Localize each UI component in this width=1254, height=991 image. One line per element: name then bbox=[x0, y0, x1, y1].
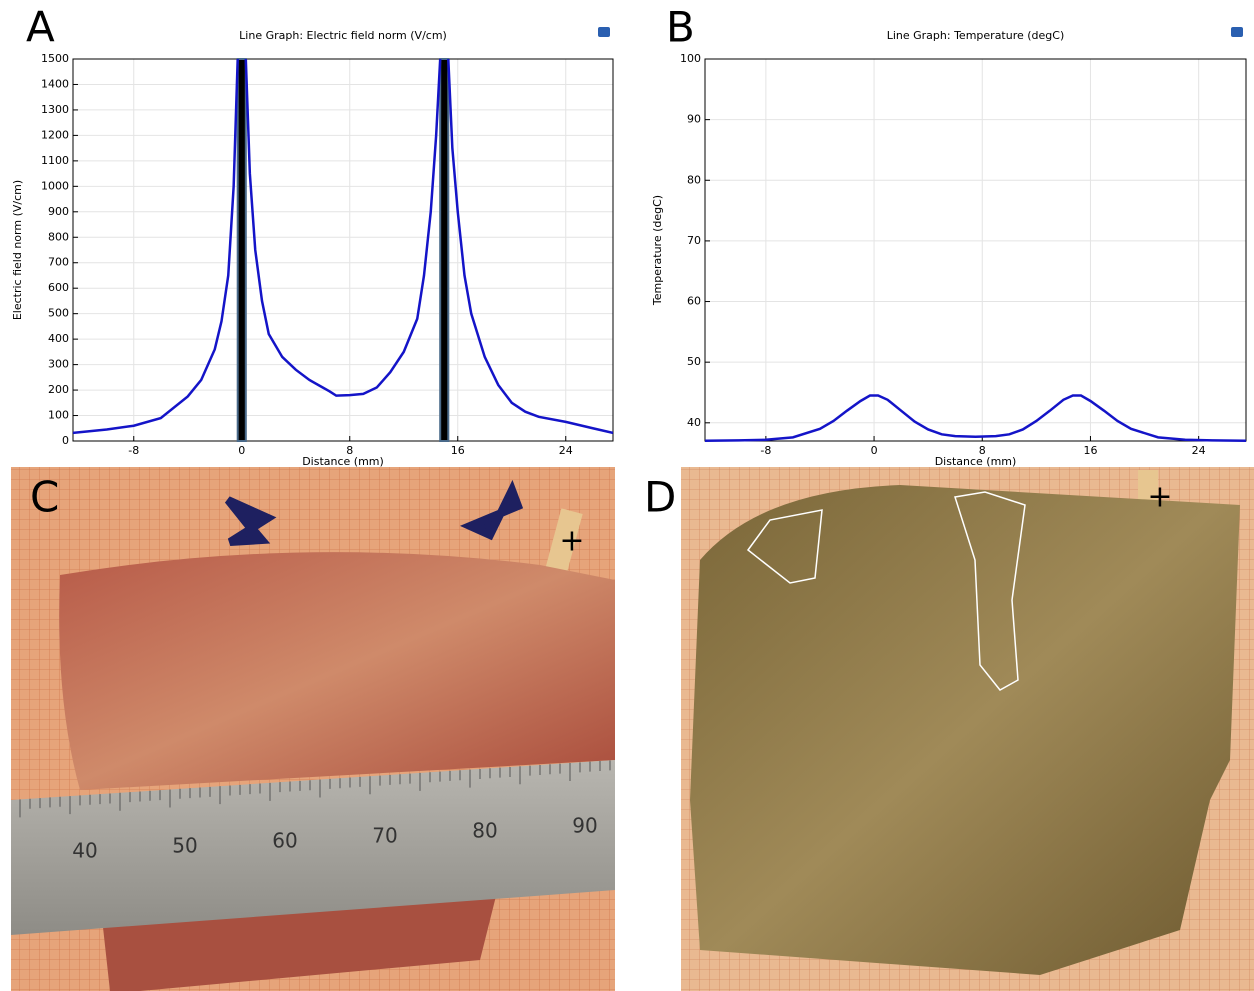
y-tick-label: 80 bbox=[687, 173, 701, 186]
y-tick-label: 200 bbox=[48, 383, 69, 396]
x-tick-label: -8 bbox=[128, 444, 139, 457]
y-tick-label: 300 bbox=[48, 358, 69, 371]
y-tick-label: 400 bbox=[48, 332, 69, 345]
x-tick-label: 16 bbox=[451, 444, 465, 457]
x-tick-label: 16 bbox=[1083, 444, 1097, 457]
arrow bbox=[459, 479, 524, 541]
chart-title: Line Graph: Electric field norm (V/cm) bbox=[239, 29, 447, 42]
y-tick-label: 900 bbox=[48, 205, 69, 218]
y-tick-label: 100 bbox=[680, 52, 701, 65]
x-tick-label: 0 bbox=[871, 444, 878, 457]
icon bbox=[598, 27, 610, 37]
photo-d: D + bbox=[644, 467, 1254, 991]
y-tick-label: 50 bbox=[687, 355, 701, 368]
y-tick-label: 500 bbox=[48, 307, 69, 320]
y-tick-label: 1000 bbox=[41, 179, 69, 192]
y-tick-label: 70 bbox=[687, 234, 701, 247]
electrode bbox=[236, 58, 247, 442]
y-tick-label: 600 bbox=[48, 281, 69, 294]
outline bbox=[954, 491, 1026, 691]
ruler-label: 40 bbox=[72, 839, 97, 863]
plot-area bbox=[73, 59, 613, 441]
ruler-labels: 40 50 60 70 80 90 bbox=[72, 814, 597, 863]
x-axis-label: Distance (mm) bbox=[302, 455, 384, 468]
y-axis-label: Temperature (degC) bbox=[651, 195, 664, 306]
ruler-ticks bbox=[19, 760, 611, 818]
tissue bbox=[690, 485, 1240, 975]
panel-label: B bbox=[666, 3, 695, 52]
ruler-label: 90 bbox=[572, 814, 597, 838]
electrode bbox=[439, 58, 450, 442]
y-tick-label: 1500 bbox=[41, 52, 69, 65]
y-tick-label: 90 bbox=[687, 113, 701, 126]
panel-label: A bbox=[26, 3, 55, 52]
y-tick-label: 100 bbox=[48, 409, 69, 422]
ruler-label: 70 bbox=[372, 824, 397, 848]
y-tick-label: 700 bbox=[48, 256, 69, 269]
y-tick-label: 1100 bbox=[41, 154, 69, 167]
panel-label: D bbox=[644, 473, 676, 522]
icon bbox=[1231, 27, 1243, 37]
x-tick-label: 24 bbox=[559, 444, 573, 457]
marker: + bbox=[1147, 480, 1172, 515]
needle bbox=[543, 508, 583, 582]
arrow bbox=[224, 496, 277, 546]
plot-area bbox=[705, 59, 1246, 441]
x-axis-label: Distance (mm) bbox=[935, 455, 1017, 468]
y-tick-label: 800 bbox=[48, 230, 69, 243]
x-tick-label: 8 bbox=[979, 444, 986, 457]
y-tick-label: 0 bbox=[62, 434, 69, 447]
ruler-label: 60 bbox=[272, 829, 297, 853]
y-tick-label: 60 bbox=[687, 295, 701, 308]
panel-label: C bbox=[30, 473, 59, 522]
x-tick-label: -8 bbox=[760, 444, 771, 457]
line bbox=[705, 394, 1246, 442]
x-tick-label: 8 bbox=[346, 444, 353, 457]
line bbox=[73, 58, 613, 435]
y-tick-label: 1200 bbox=[41, 128, 69, 141]
marker: + bbox=[559, 524, 584, 559]
ruler bbox=[11, 760, 615, 935]
ruler-label: 80 bbox=[472, 819, 497, 843]
x-tick-label: 24 bbox=[1192, 444, 1206, 457]
tissue bbox=[59, 552, 615, 790]
x-tick-label: 0 bbox=[238, 444, 245, 457]
y-tick-label: 1400 bbox=[41, 77, 69, 90]
plot-frame bbox=[72, 58, 614, 442]
y-tick-label: 1300 bbox=[41, 103, 69, 116]
outline bbox=[746, 509, 823, 584]
y-axis-label: Electric field norm (V/cm) bbox=[11, 180, 24, 320]
chart-title: Line Graph: Temperature (degC) bbox=[887, 29, 1065, 42]
photo-c: C + 40 50 60 70 80 90 bbox=[11, 467, 615, 991]
ruler-label: 50 bbox=[172, 834, 197, 858]
y-tick-label: 40 bbox=[687, 416, 701, 429]
plot-frame bbox=[704, 58, 1247, 442]
